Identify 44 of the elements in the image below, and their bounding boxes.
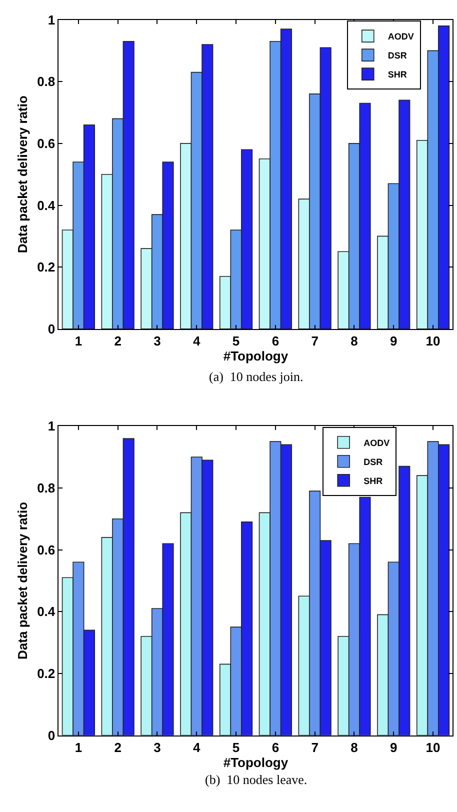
y-tick-label: 0.4 <box>37 198 56 213</box>
y-tick-label: 0.6 <box>37 136 56 151</box>
y-tick-label: 0.2 <box>37 666 56 681</box>
x-tick-label: 9 <box>390 334 398 349</box>
x-tick-label: 3 <box>154 334 161 349</box>
y-axis-title: Data packet delivery ratio <box>15 96 30 254</box>
x-tick-label: 1 <box>74 334 82 349</box>
legend-label: AODV <box>364 438 390 448</box>
y-tick-label: 0 <box>48 728 56 743</box>
legend-label: DSR <box>364 456 384 467</box>
x-tick-label: 8 <box>350 334 358 349</box>
y-tick-label: 0.6 <box>37 542 56 558</box>
x-tick-label: 2 <box>114 334 122 349</box>
x-tick-label: 7 <box>311 334 318 349</box>
y-tick-label: 0.4 <box>37 604 56 620</box>
x-axis-title: #Topology <box>223 754 289 770</box>
y-tick-label: 0.2 <box>37 260 56 275</box>
legend-label: SHR <box>364 476 384 486</box>
y-tick-label: 1 <box>48 418 56 434</box>
x-tick-label: 4 <box>193 740 202 755</box>
text: (a) 10 nodes join. <box>209 369 304 384</box>
x-tick-label: 1 <box>74 740 82 755</box>
x-tick-label: 6 <box>272 334 280 349</box>
x-tick-label: 8 <box>350 740 358 755</box>
legend-label: DSR <box>388 50 408 61</box>
legend-label: SHR <box>388 70 408 80</box>
x-tick-label: 10 <box>426 334 440 349</box>
x-tick-label: 4 <box>193 334 202 349</box>
y-tick-label: 1 <box>48 12 56 28</box>
y-axis-title: Data packet delivery ratio <box>15 502 30 660</box>
x-tick-label: 2 <box>114 740 122 755</box>
x-tick-label: 10 <box>426 740 440 755</box>
legend-label: AODV <box>388 32 414 42</box>
y-tick-label: 0.8 <box>37 74 56 90</box>
x-tick-label: 9 <box>390 740 398 755</box>
x-tick-label: 5 <box>232 334 240 349</box>
x-tick-label: 7 <box>311 740 318 755</box>
y-tick-label: 0.8 <box>37 480 56 496</box>
y-tick-label: 0 <box>48 321 56 336</box>
x-tick-label: 6 <box>272 740 280 755</box>
x-tick-label: 5 <box>232 740 240 755</box>
x-axis-title: #Topology <box>223 348 289 364</box>
text: (b) 10 nodes leave. <box>205 772 308 787</box>
x-tick-label: 3 <box>154 740 161 755</box>
